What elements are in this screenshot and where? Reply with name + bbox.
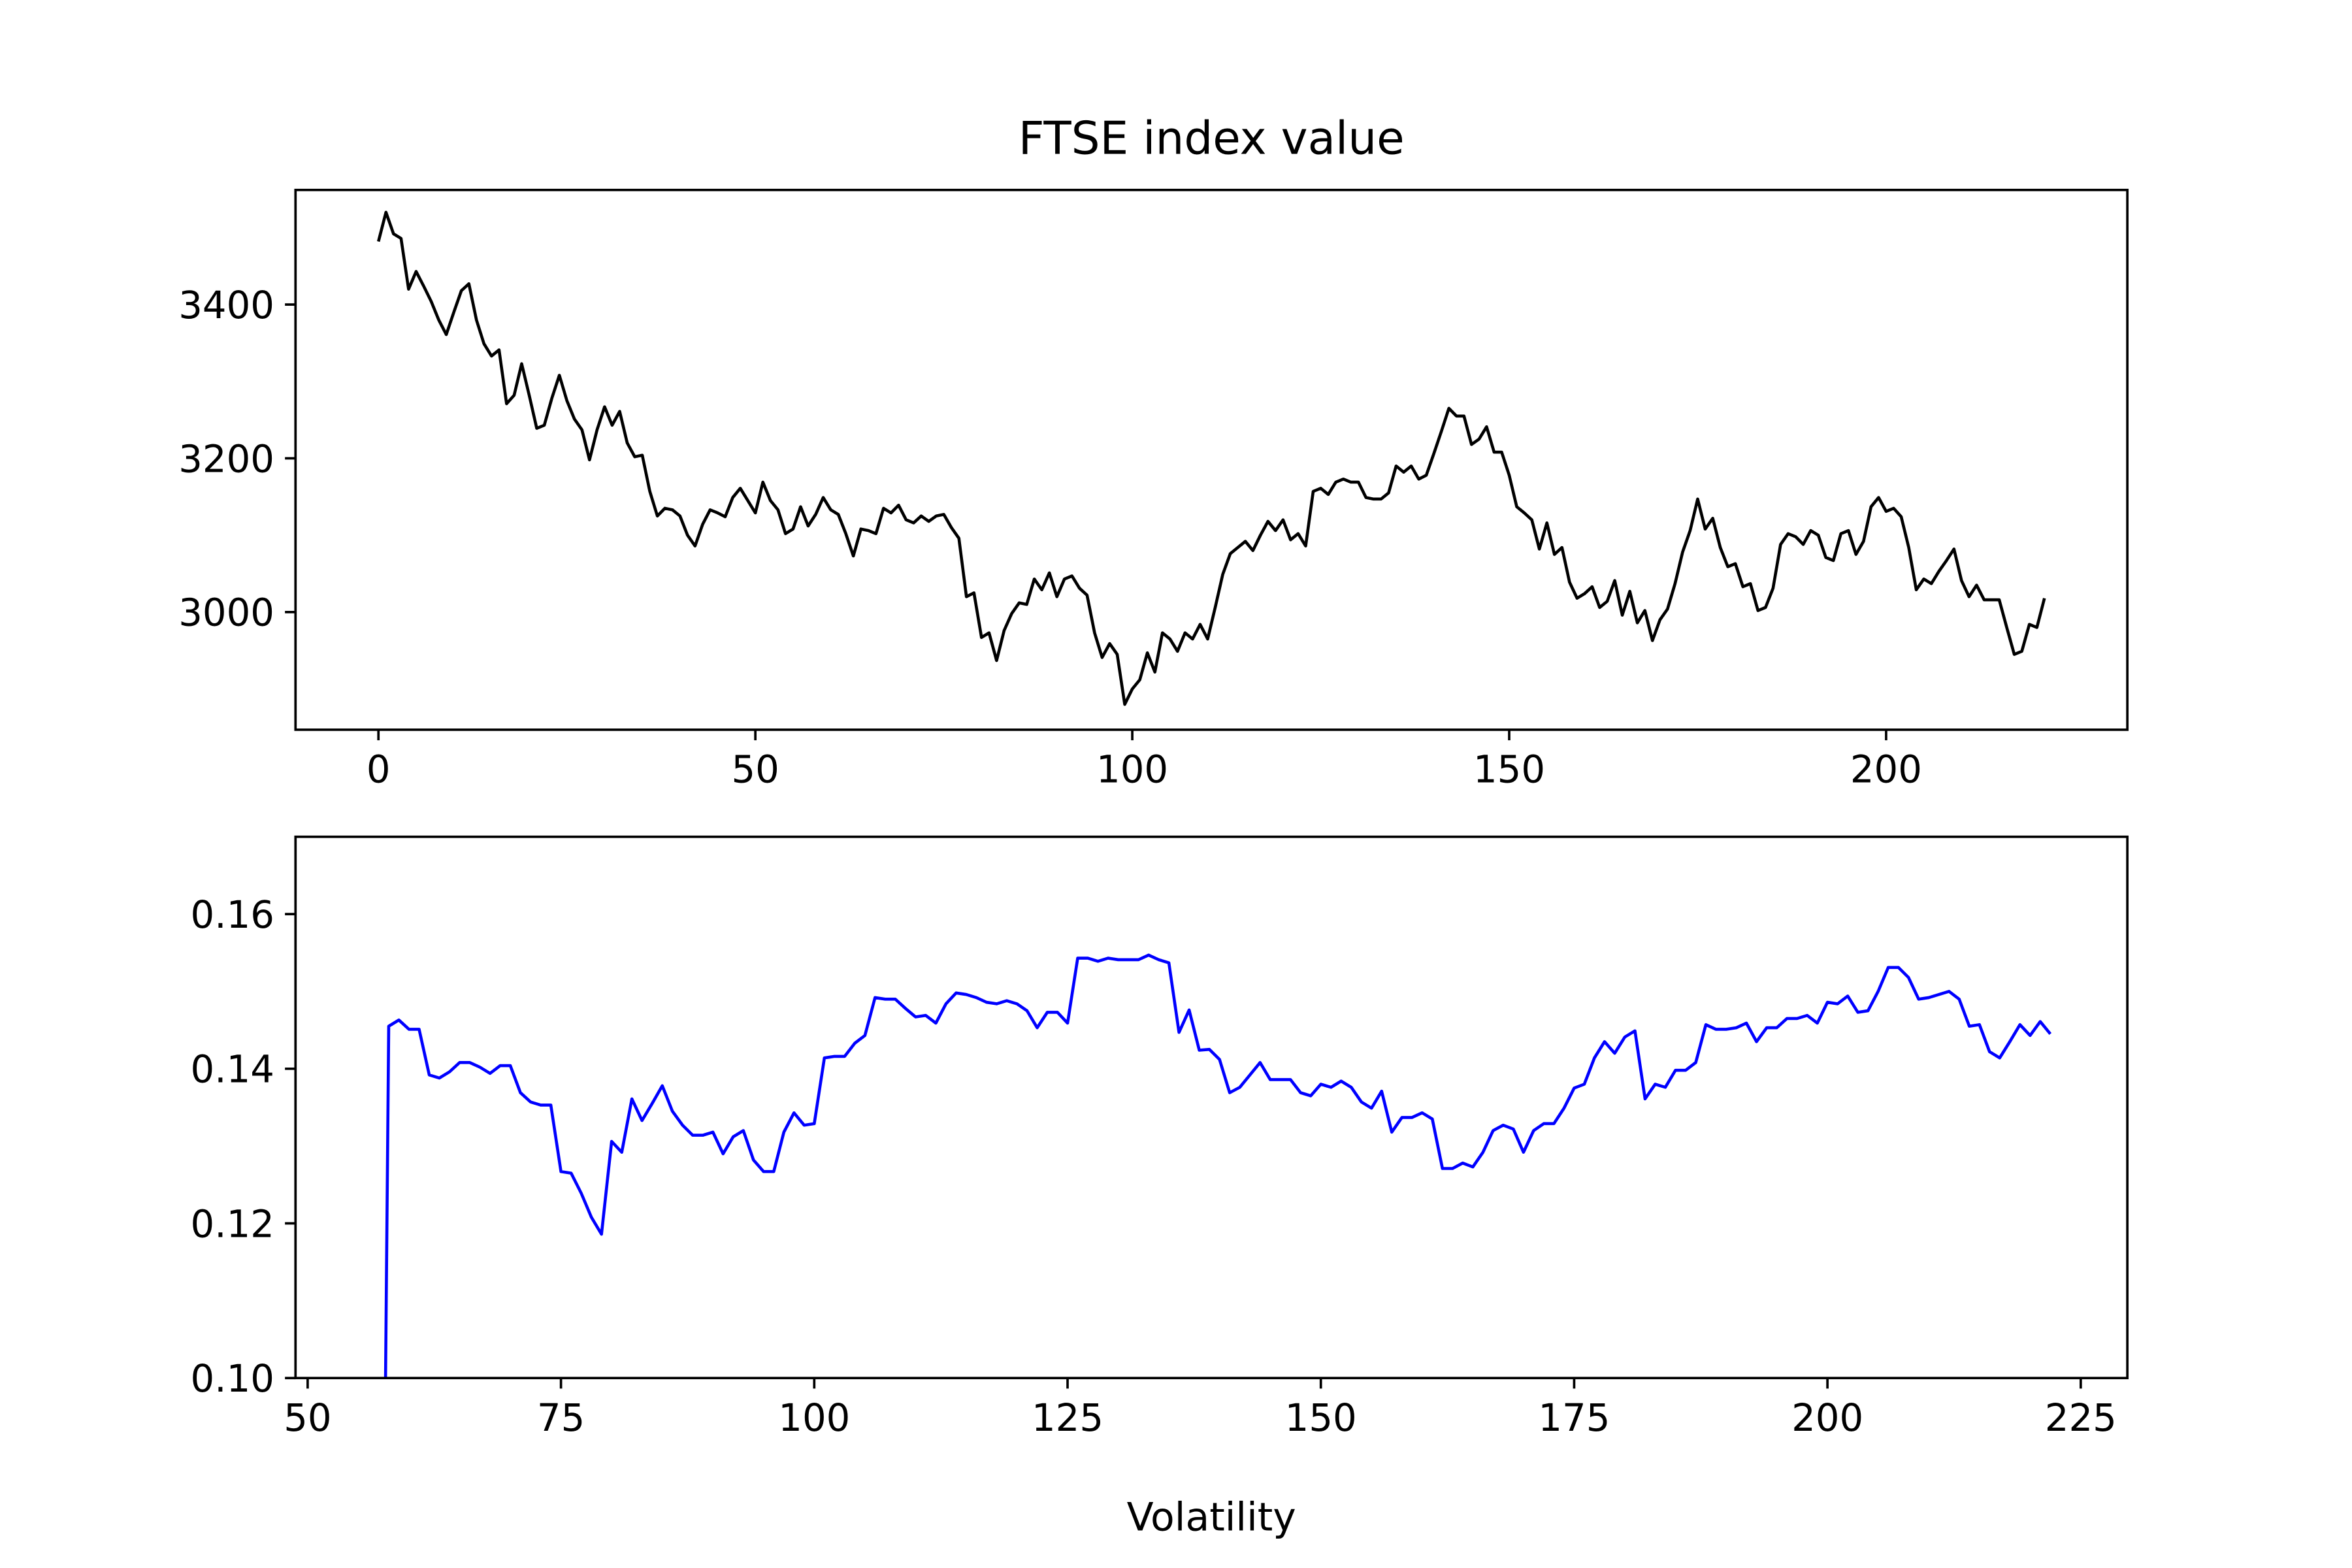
x-tick-label: 150	[1285, 1396, 1357, 1440]
data-line	[384, 953, 2052, 1379]
x-tick-label: 50	[284, 1396, 331, 1440]
y-tick-label: 3400	[178, 283, 274, 327]
y-tick-label: 3000	[178, 591, 274, 635]
y-tick-label: 3200	[178, 436, 274, 481]
x-tick-label: 125	[1032, 1396, 1103, 1440]
x-tick-label: 200	[1850, 747, 1922, 792]
x-tick-label: 0	[367, 747, 391, 792]
x-tick-label: 75	[537, 1396, 585, 1440]
x-tick-label: 100	[1096, 747, 1168, 792]
data-line	[376, 210, 2046, 706]
y-tick-label: 0.12	[191, 1201, 274, 1246]
y-tick-label: 0.16	[191, 892, 274, 937]
plot-frame	[294, 188, 2129, 731]
x-tick-label: 200	[1791, 1396, 1863, 1440]
x-tick-label: 225	[2045, 1396, 2117, 1440]
y-tick-label: 0.10	[191, 1356, 274, 1401]
x-tick-label: 175	[1538, 1396, 1610, 1440]
x-tick-label: 50	[731, 747, 779, 792]
x-tick-label: 150	[1473, 747, 1545, 792]
chart-title: FTSE index value	[1019, 112, 1405, 165]
y-tick-label: 0.14	[191, 1047, 274, 1092]
plot-frame	[294, 835, 2129, 1380]
x-tick-label: 100	[778, 1396, 850, 1440]
x-axis-label: Volatility	[1127, 1494, 1296, 1540]
